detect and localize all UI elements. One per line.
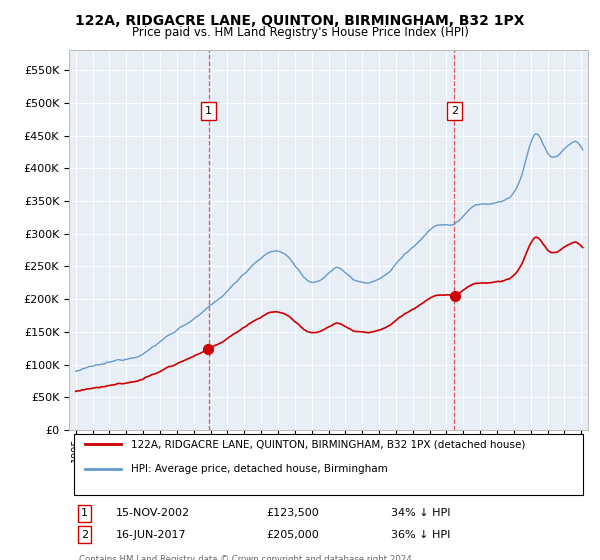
Text: 2: 2 (81, 530, 88, 540)
Text: 34% ↓ HPI: 34% ↓ HPI (391, 508, 450, 518)
Text: 36% ↓ HPI: 36% ↓ HPI (391, 530, 450, 540)
Text: 1: 1 (81, 508, 88, 518)
Text: Price paid vs. HM Land Registry's House Price Index (HPI): Price paid vs. HM Land Registry's House … (131, 26, 469, 39)
Text: 122A, RIDGACRE LANE, QUINTON, BIRMINGHAM, B32 1PX: 122A, RIDGACRE LANE, QUINTON, BIRMINGHAM… (75, 14, 525, 28)
Text: 2: 2 (451, 106, 458, 116)
Text: 16-JUN-2017: 16-JUN-2017 (116, 530, 187, 540)
Text: £123,500: £123,500 (266, 508, 319, 518)
Text: 15-NOV-2002: 15-NOV-2002 (116, 508, 190, 518)
Text: 122A, RIDGACRE LANE, QUINTON, BIRMINGHAM, B32 1PX (detached house): 122A, RIDGACRE LANE, QUINTON, BIRMINGHAM… (131, 440, 526, 449)
Text: 1: 1 (205, 106, 212, 116)
FancyBboxPatch shape (74, 433, 583, 496)
Text: HPI: Average price, detached house, Birmingham: HPI: Average price, detached house, Birm… (131, 464, 388, 474)
Text: Contains HM Land Registry data © Crown copyright and database right 2024.
This d: Contains HM Land Registry data © Crown c… (79, 555, 415, 560)
Text: £205,000: £205,000 (266, 530, 319, 540)
